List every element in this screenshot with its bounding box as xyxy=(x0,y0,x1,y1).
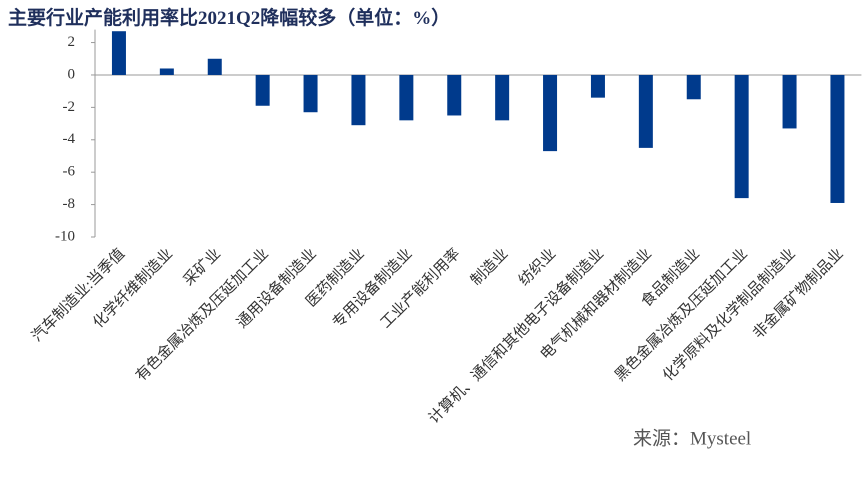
x-tick-label: 汽车制造业:当季值 xyxy=(28,245,128,345)
bar xyxy=(351,74,366,126)
y-tick-label: -2 xyxy=(63,99,76,115)
chart-title: 主要行业产能利用率比2021Q2降幅较多（单位：%） xyxy=(8,6,450,29)
bar xyxy=(590,74,605,98)
bar xyxy=(159,68,174,75)
y-tick-label: 0 xyxy=(68,66,76,82)
y-tick-label: -6 xyxy=(63,164,76,180)
bar xyxy=(638,74,653,148)
bar xyxy=(686,74,701,100)
x-tick-label: 计算机、通信和其他电子设备制造业 xyxy=(425,245,607,427)
x-tick-label: 化学纤维制造业 xyxy=(90,245,176,331)
x-tick-label: 通用设备制造业 xyxy=(234,245,320,331)
y-tick-label: -10 xyxy=(55,228,75,244)
bar xyxy=(830,74,845,203)
x-tick-label: 纺织业 xyxy=(515,245,559,289)
x-tick-label: 非金属矿物制品业 xyxy=(750,245,847,342)
bar xyxy=(303,74,318,113)
source: 来源：Mysteel xyxy=(633,427,751,449)
bar xyxy=(207,58,222,75)
bar xyxy=(734,74,749,199)
x-tick-label: 专用设备制造业 xyxy=(329,245,415,331)
bar xyxy=(782,74,797,129)
bar xyxy=(399,74,414,121)
bar xyxy=(495,74,510,121)
y-tick-label: 2 xyxy=(68,34,76,50)
x-tick-label: 工业产能利用率 xyxy=(377,245,463,331)
bar xyxy=(111,31,126,75)
x-tick-label: 制造业 xyxy=(468,245,512,289)
bar xyxy=(255,74,270,106)
y-tick-label: -4 xyxy=(63,131,76,147)
bar xyxy=(447,74,462,116)
bar xyxy=(543,74,558,152)
x-tick-label: 采矿业 xyxy=(180,245,224,289)
y-tick-label: -8 xyxy=(63,196,76,212)
